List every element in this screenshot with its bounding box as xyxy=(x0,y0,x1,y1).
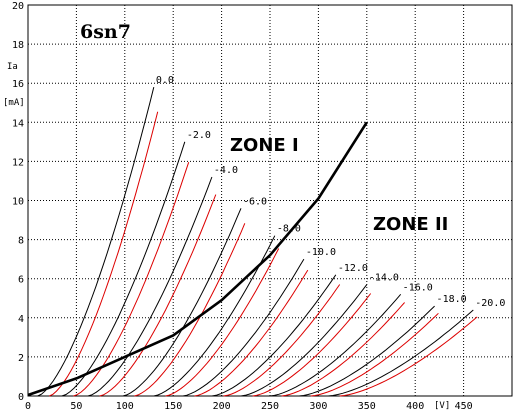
grid xyxy=(28,5,512,396)
curve-label: -2.0 xyxy=(187,130,211,141)
model-curve xyxy=(269,293,402,397)
model-curve xyxy=(37,86,155,397)
y-tick-label: 16 xyxy=(12,79,24,90)
y-tick-label: 10 xyxy=(12,197,24,208)
x-axis-label: [V] xyxy=(434,401,450,411)
model-curve xyxy=(87,176,213,397)
y-tick-label: 14 xyxy=(12,118,24,129)
curve-label: -4.0 xyxy=(214,165,238,176)
x-tick-label: 200 xyxy=(213,401,231,412)
y-tick-label: 8 xyxy=(18,236,24,247)
measured-curve xyxy=(165,248,280,397)
x-tick-label: 0 xyxy=(25,401,31,412)
curves xyxy=(37,86,478,397)
y-tick-labels: 0 2 4 6 8 10 12 14 16 18 20 xyxy=(12,1,24,403)
curve-label: -16.0 xyxy=(403,282,433,293)
curve-label: -12.0 xyxy=(338,263,368,274)
model-curve xyxy=(182,258,305,397)
model-curve xyxy=(122,208,242,397)
measured-curve xyxy=(252,293,372,397)
curve-label: 0.0 xyxy=(156,75,174,86)
zone-2-label: ZONE II xyxy=(373,214,448,235)
curve-label: -6.0 xyxy=(243,196,267,207)
x-tick-labels: 0 50 100 150 200 250 300 350 400 450 xyxy=(25,401,473,412)
y-tick-label: 6 xyxy=(18,275,24,286)
chart-title: 6sn7 xyxy=(80,21,131,43)
y-tick-label: 12 xyxy=(12,157,24,168)
x-tick-label: 450 xyxy=(455,401,473,412)
model-curve xyxy=(298,305,435,397)
curve-label: -14.0 xyxy=(369,273,399,284)
model-curve xyxy=(211,274,337,397)
x-tick-label: 250 xyxy=(261,401,279,412)
measured-curve xyxy=(223,284,341,397)
model-curve xyxy=(153,235,276,397)
measured-curve xyxy=(281,302,405,397)
measured-curve xyxy=(134,223,246,397)
x-tick-label: 100 xyxy=(116,401,134,412)
curve-label: -18.0 xyxy=(437,294,467,305)
x-tick-label: 350 xyxy=(358,401,376,412)
measured-curve xyxy=(49,111,159,397)
model-curve xyxy=(240,284,368,397)
zone-1-label: ZONE I xyxy=(230,135,299,156)
model-curve xyxy=(328,309,474,397)
zone-boundary-line xyxy=(27,121,368,397)
y-axis-label: Ia xyxy=(7,62,18,72)
measured-curve xyxy=(310,312,439,397)
x-tick-label: 300 xyxy=(309,401,327,412)
y-tick-label: 20 xyxy=(12,1,24,12)
model-curve xyxy=(61,141,186,397)
y-tick-label: 2 xyxy=(18,353,24,364)
measured-curve xyxy=(194,269,309,397)
x-tick-label: 50 xyxy=(70,401,82,412)
y-tick-label: 0 xyxy=(18,392,24,403)
x-tick-label: 400 xyxy=(406,401,424,412)
measured-curve xyxy=(99,194,217,397)
y-tick-label: 4 xyxy=(18,314,24,325)
curve-label: -10.0 xyxy=(306,247,336,258)
x-tick-label: 150 xyxy=(164,401,182,412)
measured-curve xyxy=(73,162,190,397)
curve-label: -20.0 xyxy=(475,298,505,309)
y-tick-label: 18 xyxy=(12,40,24,51)
curve-labels: 0.0-2.0-4.0-6.0-8.0-10.0-12.0-14.0-16.0-… xyxy=(156,75,506,309)
y-axis-unit: [mA] xyxy=(3,98,25,108)
curve-label: -8.0 xyxy=(277,224,301,235)
boundary-curve xyxy=(27,121,368,397)
measured-curve xyxy=(339,316,478,397)
